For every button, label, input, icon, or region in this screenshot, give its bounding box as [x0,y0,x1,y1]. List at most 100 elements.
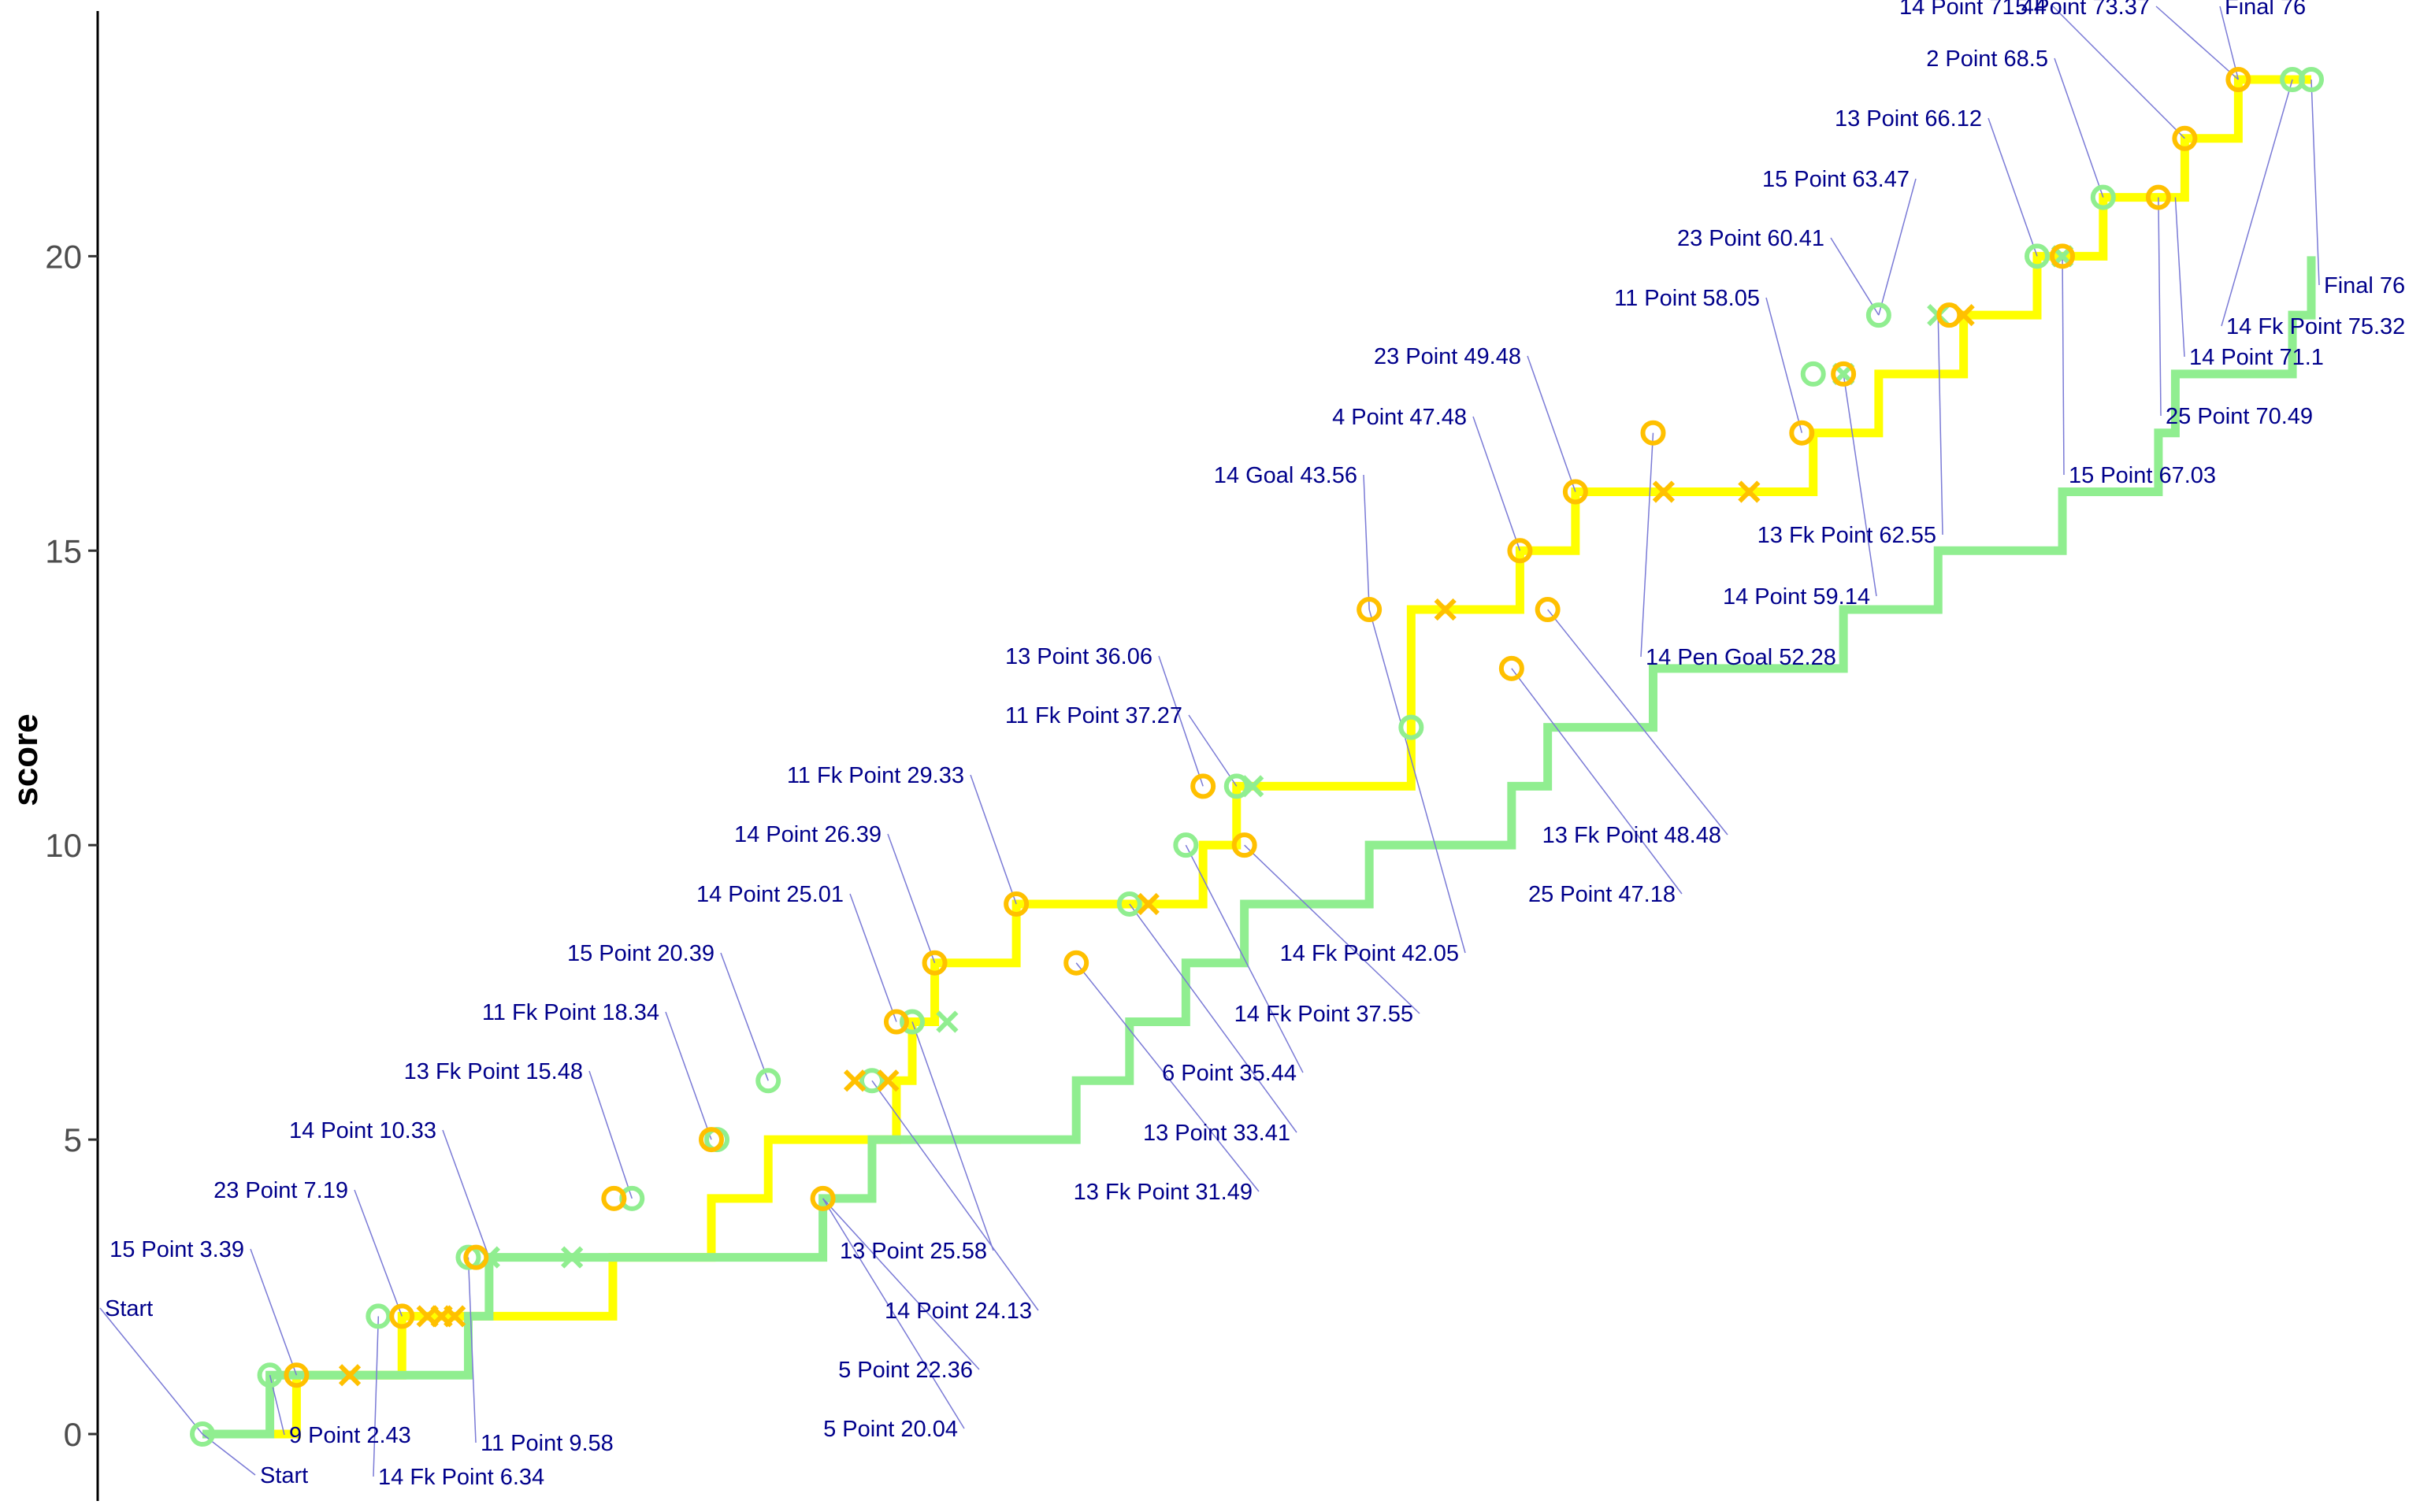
event-point-circle [1800,361,1826,387]
annotation-label: 14 Point 71.44 [1899,0,2047,20]
event-point-circle [699,1127,725,1153]
annotation-leader [1075,962,1260,1192]
annotation-leader [2174,197,2185,358]
annotation-leader [354,1189,403,1317]
annotation-label: 13 Point 33.41 [1143,1121,1290,1146]
annotation-label: 25 Point 70.49 [2166,404,2313,429]
event-point-circle [900,1009,926,1035]
event-point-circle [2145,184,2171,210]
annotation-label: Start [105,1296,153,1321]
annotation-label: 15 Point 67.03 [2069,463,2216,488]
event-point-cross [1952,304,1975,327]
event-point-circle [2024,243,2050,269]
event-point-circle [1173,832,1199,858]
event-point-circle [463,1244,489,1270]
annotation-leader [970,774,1017,905]
event-point-circle [1507,538,1533,564]
annotation-label: Final 76 [2225,0,2306,20]
y-tick-label: 10 [45,827,82,864]
event-point-circle [284,1362,310,1388]
event-point-cross [338,1364,362,1387]
event-point-circle [1535,597,1561,623]
event-point-circle [389,1303,415,1329]
series-line-yellow [202,75,2311,1439]
annotation-label: 14 Fk Point 6.34 [378,1465,544,1490]
annotation-label: 23 Point 7.19 [213,1178,348,1203]
annotation-leader [1937,315,1943,536]
annotation-leader [2062,256,2065,476]
annotation-leader [1878,178,1917,316]
annotation-leader [99,1307,203,1435]
annotation-leader [887,833,936,963]
event-point-cross [1434,598,1457,621]
annotation-label: 15 Point 3.39 [109,1237,244,1262]
event-point-circle [1640,420,1666,446]
annotation-label: 13 Point 66.12 [1835,106,1982,132]
annotation-leader [720,952,769,1081]
annotation-label: 23 Point 49.48 [1374,344,1521,369]
event-point-circle [1398,714,1424,740]
event-point-circle [2050,243,2076,269]
event-point-circle [455,1244,481,1270]
annotation-leader [373,1316,380,1477]
event-point-circle [859,1068,885,1094]
annotation-label: 14 Point 59.14 [1723,584,1870,610]
annotation-label: 13 Point 25.58 [840,1239,987,1264]
annotation-leader [911,1021,994,1251]
series-lines [202,75,2316,1439]
annotation-label: 14 Point 71.1 [2189,345,2324,370]
annotation-label: 11 Fk Point 37.27 [1005,703,1182,728]
annotation-leader-lines [99,6,2320,1477]
annotation-leader [467,1257,477,1443]
annotation-label: Start [260,1463,308,1488]
y-axis: 0 5 10 15 20 [45,11,99,1501]
annotation-label: 14 Point 26.39 [734,822,882,847]
annotation-label: 6 Point 35.44 [1162,1061,1297,1086]
event-point-circle [619,1185,645,1211]
y-axis-title: score [6,713,45,806]
annotation-label: 14 Goal 43.56 [1214,463,1357,488]
annotation-leader [1988,117,2038,257]
event-point-cross [843,1069,867,1092]
annotation-label: 14 Point 25.01 [696,882,844,907]
annotation-leader [1129,903,1297,1133]
event-point-circle [2090,184,2116,210]
event-point-cross [561,1246,584,1269]
annotation-label: 5 Point 73.37 [2015,0,2150,20]
annotation-label: 14 Fk Point 75.32 [2226,314,2405,339]
event-point-circle [755,1068,781,1094]
event-point-circle [810,1185,836,1211]
event-point-circle [1116,891,1142,917]
annotation-leader [871,1080,1039,1311]
annotation-label: 13 Fk Point 48.48 [1542,823,1721,848]
series-line-green [202,256,2316,1439]
annotation-leader [1368,609,1466,954]
annotation-label: 14 Fk Point 37.55 [1234,1002,1413,1027]
event-point-circle [257,1362,283,1388]
annotation-label: 13 Fk Point 62.55 [1757,523,1936,548]
annotation-leader [1640,432,1654,658]
annotation-label: 11 Fk Point 29.33 [787,763,964,788]
event-point-circle [1190,773,1216,799]
event-point-circle [1223,773,1249,799]
y-tick-label: 20 [45,238,82,275]
annotation-leader [1158,655,1204,787]
annotation-label: 15 Point 20.39 [567,941,714,966]
annotation-leader [442,1129,490,1258]
event-point-cross [1242,775,1264,798]
event-point-cross [1652,480,1676,503]
annotation-label: 15 Point 63.47 [1762,167,1910,192]
annotation-leader [822,1198,965,1429]
annotation-label: 5 Point 20.04 [823,1417,958,1442]
event-point-circle [1063,950,1089,976]
annotation-leader [1547,609,1728,836]
event-point-cross [1738,480,1761,503]
annotation-label: 14 Point 24.13 [885,1299,1032,1324]
event-point-circle [1004,891,1030,917]
annotation-leader [1830,237,1880,316]
event-point-circle [2172,125,2198,151]
annotation-leader [2158,197,2162,417]
annotation-leader [2311,79,2320,286]
annotation-leader [1511,668,1683,895]
